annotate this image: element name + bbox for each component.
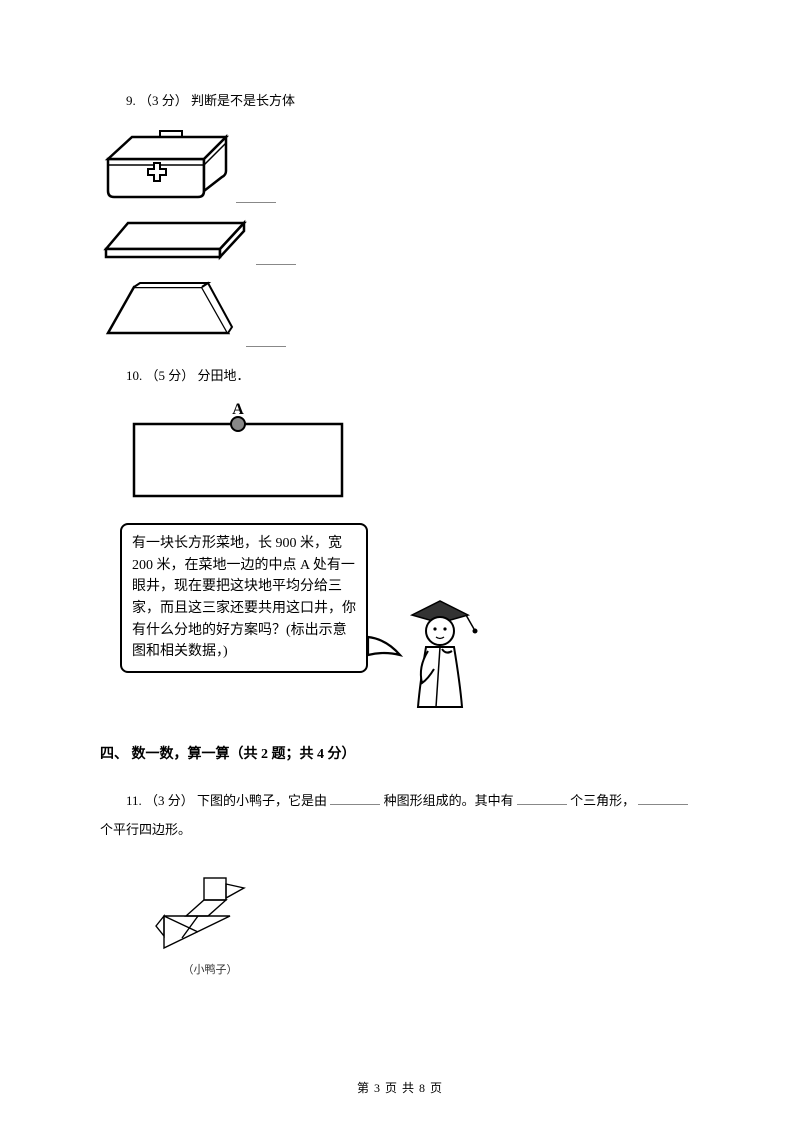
q9-fig2-row xyxy=(100,215,700,265)
q11-caption: （小鸭子） xyxy=(150,961,270,977)
q11-blank3[interactable] xyxy=(638,791,688,805)
q9-fig1-row xyxy=(100,125,700,203)
q9-fig2-slab xyxy=(100,215,250,265)
q11-blank2[interactable] xyxy=(517,791,567,805)
q10-speech-figure: 有一块长方形菜地，长 900 米，宽 200 米，在菜地一边的中点 A 处有一眼… xyxy=(120,523,520,713)
q9-fig3-row xyxy=(100,277,700,347)
q11-t4: 个平行四边形。 xyxy=(100,822,191,837)
q11-t2: 种图形组成的。其中有 xyxy=(384,793,514,808)
q9-blank3[interactable] xyxy=(246,333,286,347)
q11-t1: 下图的小鸭子，它是由 xyxy=(197,793,327,808)
q11-duck-figure: （小鸭子） xyxy=(150,874,270,977)
q10-line: 10. （5 分） 分田地． xyxy=(100,365,700,384)
q9-fig1-box xyxy=(100,125,230,203)
q9-line: 9. （3 分） 判断是不是长方体 xyxy=(100,90,700,109)
section4-header: 四、 数一数，算一算（共 2 题；共 4 分） xyxy=(100,743,700,763)
q11-num: 11. xyxy=(126,793,142,808)
q11-t3: 个三角形， xyxy=(570,793,635,808)
q10-text: 分田地． xyxy=(198,368,250,383)
q10-points: （5 分） xyxy=(146,368,195,383)
q11-blank1[interactable] xyxy=(330,791,380,805)
svg-text:A: A xyxy=(232,401,244,418)
q11-line: 11. （3 分） 下图的小鸭子，它是由 种图形组成的。其中有 个三角形， 个平… xyxy=(100,787,700,844)
q9-points: （3 分） xyxy=(139,93,188,108)
q9-num: 9. xyxy=(126,93,136,108)
q10-num: 10. xyxy=(126,368,142,383)
q9-fig3-trapezoid xyxy=(100,277,240,347)
q9-blank2[interactable] xyxy=(256,251,296,265)
q11-points: （3 分） xyxy=(145,793,194,808)
page-footer: 第 3 页 共 8 页 xyxy=(0,1079,800,1096)
q10-speech-text: 有一块长方形菜地，长 900 米，宽 200 米，在菜地一边的中点 A 处有一眼… xyxy=(132,536,356,659)
q10-rect-figure: A xyxy=(128,400,700,509)
q9-blank1[interactable] xyxy=(236,189,276,203)
scholar-icon xyxy=(392,593,488,713)
q9-text: 判断是不是长方体 xyxy=(191,93,295,108)
